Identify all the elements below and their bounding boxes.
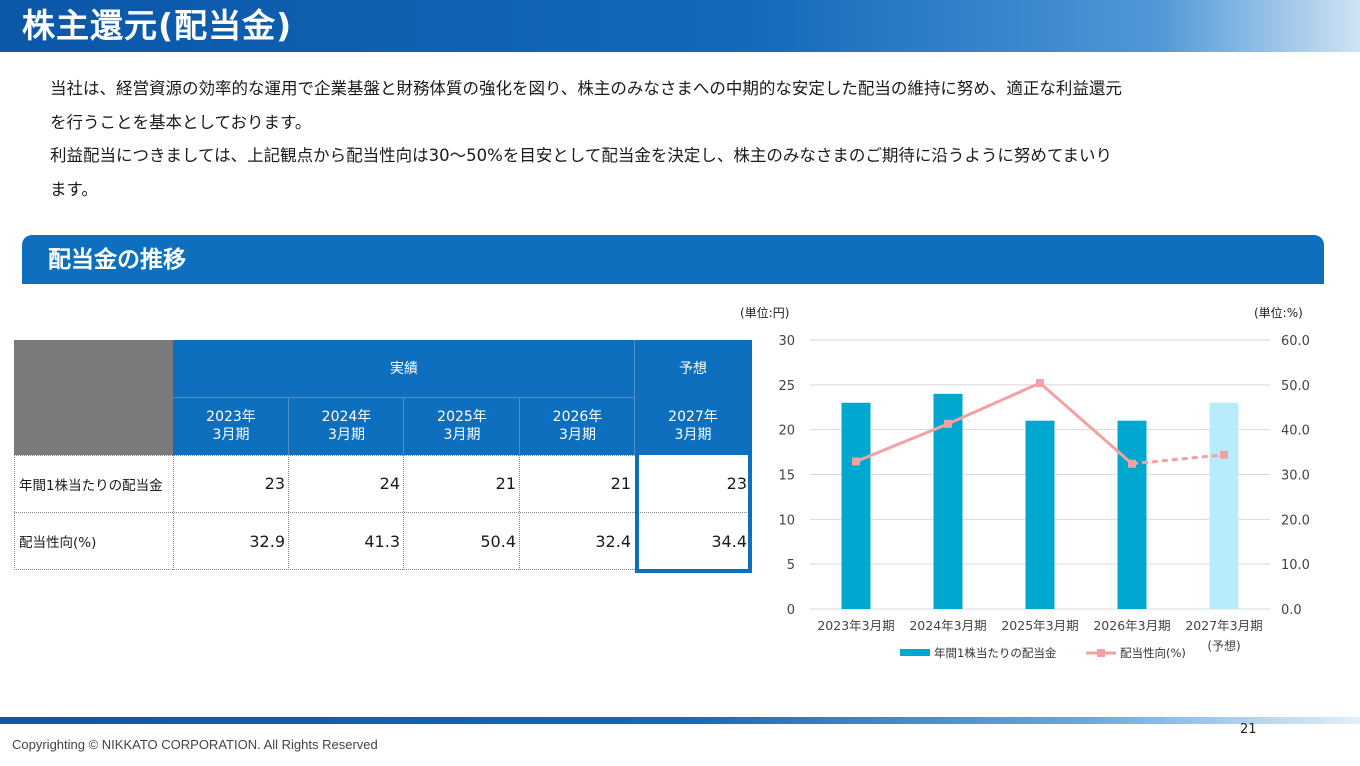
- left-axis-tick: 15: [778, 469, 795, 484]
- x-axis-label: 2027年3月期: [1185, 618, 1262, 633]
- legend-label: 配当性向(%): [1120, 646, 1186, 660]
- group-header-forecast: 予想: [635, 340, 751, 397]
- table-cell: 21: [495, 474, 516, 493]
- legend-swatch-bar: [900, 649, 930, 656]
- table-corner-cell: [14, 340, 173, 455]
- period-year: 2025年: [437, 409, 487, 425]
- period-year: 2023年: [206, 409, 256, 425]
- header-divider: [403, 397, 404, 455]
- table-cell: 32.4: [595, 531, 631, 551]
- grid-line: [635, 512, 751, 513]
- bar: [933, 393, 963, 609]
- footer-divider: [0, 717, 1360, 724]
- table-cell: 34.4: [711, 531, 747, 551]
- right-axis-tick: 60.0: [1281, 334, 1310, 349]
- grid-line: [288, 455, 289, 570]
- grid-line: [14, 512, 635, 513]
- period-header: 2025年 3月期: [404, 397, 520, 455]
- period-month: 3月期: [559, 427, 596, 443]
- title-bar: 株主還元(配当金): [0, 0, 1360, 52]
- grid-line: [173, 455, 174, 570]
- period-month: 3月期: [674, 427, 712, 443]
- intro-line-4: ます。: [50, 179, 98, 199]
- x-axis-label: 2024年3月期: [909, 618, 986, 633]
- grid-line: [519, 455, 520, 570]
- chart-canvas: 0 5 10 15 20 25 30 0.0 10.0 20.0 30.0 40.0 50.0 60.0 2…: [778, 334, 1310, 660]
- right-axis-tick: 10.0: [1281, 558, 1310, 573]
- bar: [841, 402, 871, 609]
- bar: [1025, 420, 1055, 609]
- table-cell: 41.3: [364, 531, 400, 551]
- forecast-column-highlight: [635, 340, 752, 573]
- line-point: [1036, 379, 1044, 388]
- left-axis-tick: 20: [778, 424, 795, 439]
- table-cell: 21: [610, 474, 631, 493]
- period-header: 2027年 3月期: [635, 397, 751, 455]
- left-axis-tick: 5: [787, 558, 795, 573]
- header-divider: [173, 397, 635, 398]
- table-row-label: 年間1株当たりの配当金: [19, 477, 163, 494]
- header-divider: [288, 397, 289, 455]
- table-cell: 50.4: [480, 531, 516, 551]
- period-header: 2023年 3月期: [173, 397, 289, 455]
- x-axis-label: 2023年3月期: [817, 618, 894, 633]
- left-axis-tick: 25: [778, 379, 795, 394]
- table-row-label: 配当性向(%): [19, 535, 97, 551]
- right-axis-tick: 0.0: [1281, 603, 1302, 618]
- group-header-actual-label: 実績: [390, 360, 418, 377]
- copyright-text: Copyrighting © NIKKATO CORPORATION. All …: [12, 737, 378, 752]
- bar: [1117, 420, 1147, 609]
- section-title: 配当金の推移: [48, 247, 186, 273]
- right-axis-tick: 20.0: [1281, 513, 1310, 528]
- period-month: 3月期: [212, 427, 250, 443]
- intro-line-1: 当社は、経営資源の効率的な運用で企業基盤と財務体質の強化を図り、株主のみなさまへ…: [50, 79, 1122, 98]
- left-axis-unit: (単位:円): [740, 306, 790, 320]
- grid-line: [403, 455, 404, 570]
- legend-label: 年間1株当たりの配当金: [934, 646, 1057, 660]
- table-cell: 32.9: [249, 531, 285, 551]
- table-cell: 23: [726, 474, 747, 493]
- line-point: [1128, 459, 1136, 468]
- right-axis-tick: 40.0: [1281, 424, 1310, 439]
- right-axis-tick: 30.0: [1281, 469, 1310, 484]
- x-axis-label: 2025年3月期: [1001, 618, 1078, 633]
- x-axis-note: (予想): [1207, 638, 1240, 653]
- period-month: 3月期: [443, 427, 481, 443]
- line-series-forecast: [1131, 453, 1225, 466]
- intro-line-3: 利益配当につきましては、上記観点から配当性向は30〜50%を目安として配当金を決…: [50, 146, 1113, 165]
- dividend-chart: (単位:円) (単位:%) 0 5 10 15 20 25 30 0.0 10.0 20.0 30.…: [740, 298, 1360, 668]
- intro-line-2: を行うことを基本としております。: [50, 112, 312, 132]
- bar: [1209, 402, 1239, 609]
- group-header-forecast-label: 予想: [679, 360, 707, 377]
- x-axis-label: 2026年3月期: [1093, 618, 1170, 633]
- line-series: [855, 381, 1133, 465]
- line-point: [944, 419, 952, 428]
- legend-swatch-marker: [1097, 649, 1105, 657]
- section-header: 配当金の推移: [22, 235, 1324, 284]
- table-cell: 23: [264, 474, 285, 493]
- period-year: 2024年: [321, 409, 372, 425]
- page-title: 株主還元(配当金): [22, 6, 293, 45]
- group-header-actual: 実績: [173, 340, 635, 397]
- line-point: [1220, 450, 1228, 459]
- right-axis-unit: (単位:%): [1254, 306, 1303, 320]
- table-cell: 24: [379, 474, 400, 493]
- left-axis-tick: 10: [778, 513, 795, 528]
- header-divider: [519, 397, 520, 455]
- right-axis-tick: 50.0: [1281, 379, 1310, 394]
- page-number: 21: [1240, 722, 1257, 737]
- grid-line: [14, 455, 15, 570]
- period-year: 2027年: [668, 409, 718, 425]
- grid-line: [14, 569, 635, 570]
- intro-text: 当社は、経営資源の効率的な運用で企業基盤と財務体質の強化を図り、株主のみなさまへ…: [50, 72, 1320, 206]
- period-header: 2024年 3月期: [289, 397, 404, 455]
- period-year: 2026年: [552, 409, 603, 425]
- left-axis-tick: 0: [787, 603, 795, 618]
- line-point: [852, 457, 860, 466]
- period-month: 3月期: [328, 427, 365, 443]
- period-header: 2026年 3月期: [520, 397, 635, 455]
- left-axis-tick: 30: [778, 334, 795, 349]
- grid-line: [14, 455, 635, 456]
